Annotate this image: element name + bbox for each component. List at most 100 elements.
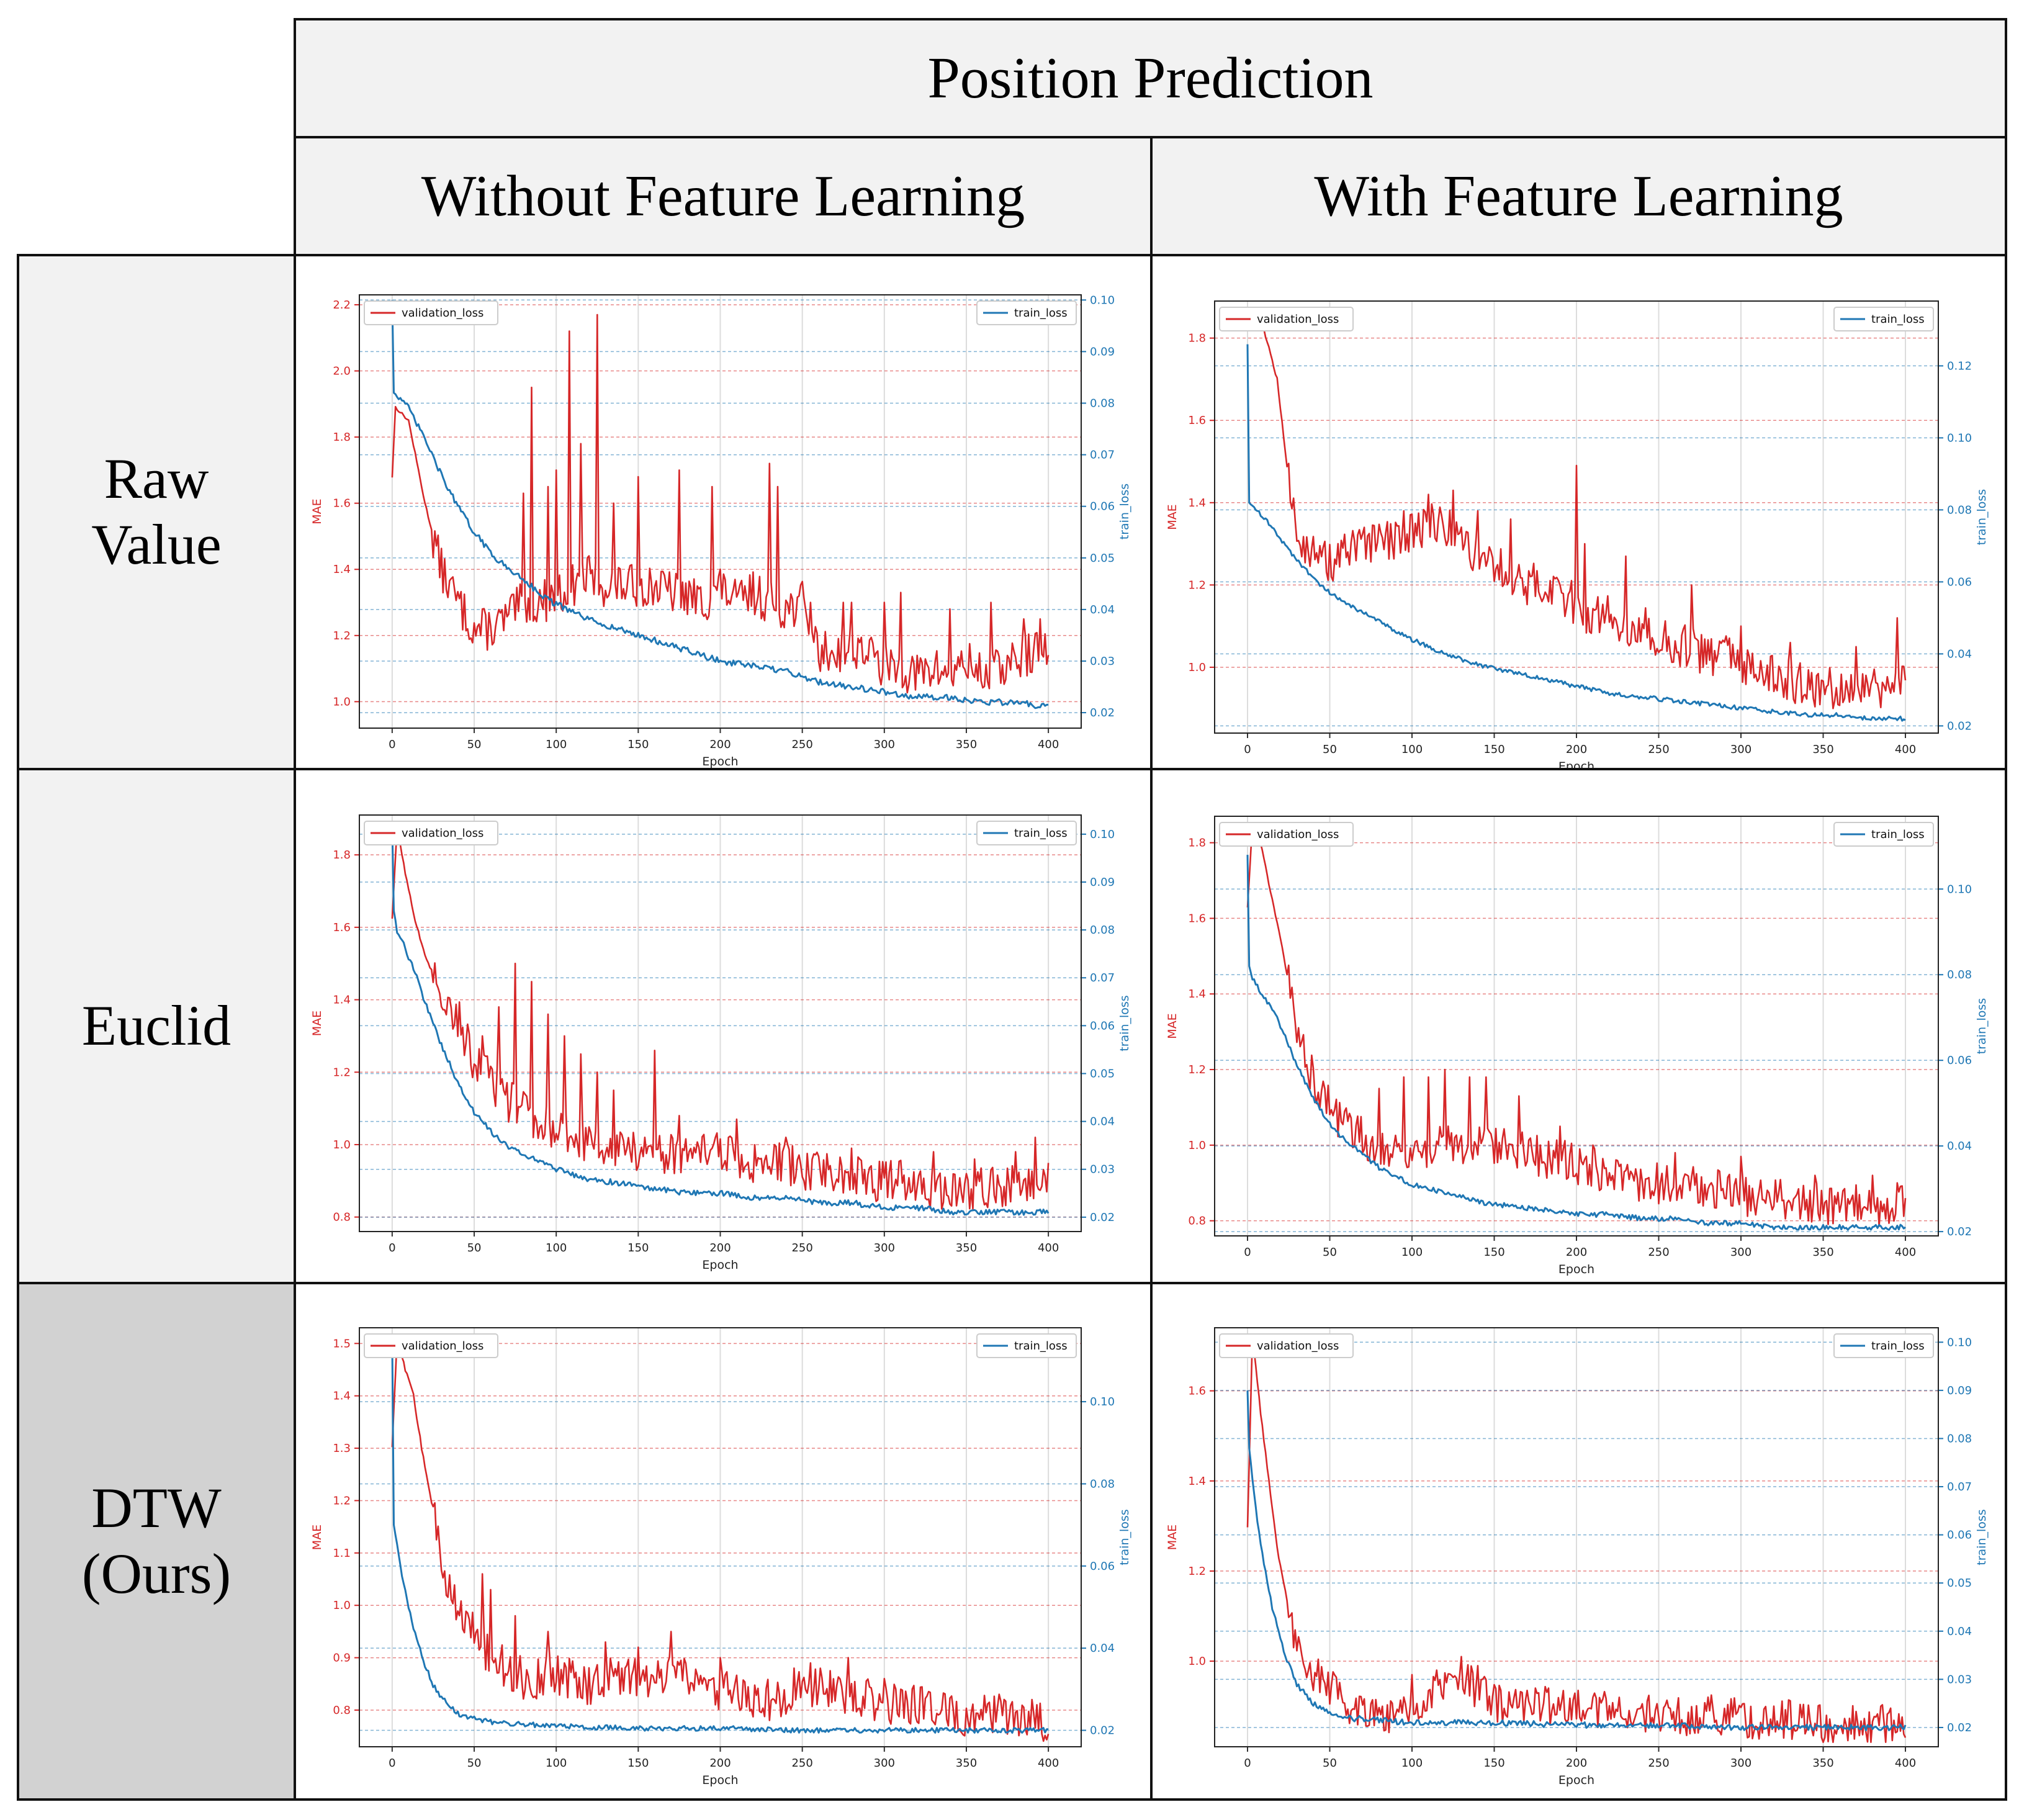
left-tick-label: 1.0 [333,1138,351,1151]
left-tick-label: 1.6 [333,497,351,510]
right-tick-label: 0.04 [1947,1625,1972,1638]
left-tick-label: 1.8 [1188,332,1206,345]
x-tick-label: 400 [1895,743,1916,756]
left-tick-label: 1.4 [1188,988,1206,1001]
validation-loss-line [391,313,1050,694]
right-tick-label: 0.02 [1090,1211,1115,1224]
right-tick-label: 0.07 [1090,449,1115,462]
x-tick-label: 0 [389,1241,395,1255]
plot-cell-raw-with-fl: 0 50 100 150 200 250 300 350 400 1.0 1.2 1.4 1.6 1.8 0… [1150,254,2007,773]
left-axis-label: MAE [1166,1525,1179,1550]
right-tick-label: 0.08 [1947,968,1972,981]
left-tick-label: 2.0 [333,365,351,378]
left-tick-label: 1.4 [333,563,351,576]
left-tick-label: 1.6 [333,921,351,934]
x-tick-label: 200 [709,1757,731,1770]
legend-box-train [976,821,1077,845]
x-tick-label: 400 [1895,1246,1916,1259]
x-tick-label: 250 [791,738,812,751]
validation-loss-line [1246,822,1907,1227]
x-tick-label: 100 [546,1757,567,1770]
x-axis-label: Epoch [702,755,738,768]
left-tick-label: 0.8 [333,1704,351,1717]
legend-label-validation: validation_loss [1257,1340,1339,1353]
left-axis-label: MAE [310,498,324,524]
right-tick-label: 0.08 [1090,1477,1115,1490]
left-tick-label: 1.2 [1188,1565,1206,1578]
plot-frame [359,294,1082,729]
row-header-line: Value [91,513,222,576]
row-header-raw-value: Raw Value [17,254,296,770]
plot-cell-raw-without-fl: 0 50 100 150 200 250 300 350 400 1.0 1.2 1.4 1.6 1.8 2… [294,254,1153,770]
x-tick-label: 400 [1895,1757,1916,1770]
x-tick-label: 200 [709,738,731,751]
left-tick-label: 1.8 [333,431,351,444]
right-tick-label: 0.10 [1090,294,1115,307]
right-tick-label: 0.04 [1947,1140,1972,1153]
column-header-with-fl: With Feature Learning [1150,136,2007,256]
right-tick-label: 0.06 [1947,575,1972,588]
train-loss-line [391,1340,1049,1734]
right-axis-label: train_loss [1975,489,1989,545]
right-tick-label: 0.06 [1090,500,1115,513]
title-text: Position Prediction [927,46,1374,110]
x-tick-label: 0 [1244,1246,1251,1259]
left-tick-label: 1.6 [1188,414,1206,427]
left-axis-label: MAE [310,1011,324,1036]
legend-label-train: train_loss [1871,828,1925,841]
left-tick-label: 1.4 [1188,497,1206,510]
legend-box-validation [1219,307,1354,331]
right-tick-label: 0.02 [1947,1721,1972,1734]
row-header-line: Euclid [81,994,232,1058]
left-tick-label: 1.4 [333,994,351,1007]
left-tick-label: 1.0 [1188,1139,1206,1152]
left-tick-label: 1.2 [333,1494,351,1507]
chart-raw-without-fl: 0 50 100 150 200 250 300 350 400 1.0 1.2 1.4 1.6 1.8 2… [310,294,1131,768]
right-axis-label: train_loss [1118,1509,1131,1565]
x-tick-label: 200 [1566,1246,1587,1259]
legend-box-train [1833,822,1934,847]
legend-box-train [976,1333,1077,1358]
left-tick-label: 1.3 [333,1442,351,1455]
left-tick-label: 0.8 [1188,1215,1206,1228]
right-tick-label: 0.02 [1090,1724,1115,1737]
right-tick-label: 0.08 [1090,924,1115,937]
right-tick-label: 0.06 [1090,1560,1115,1573]
right-tick-label: 0.04 [1090,603,1115,616]
x-tick-label: 150 [627,1757,649,1770]
legend-label-train: train_loss [1014,1340,1068,1353]
row-header-line: DTW [91,1476,222,1540]
right-tick-label: 0.03 [1947,1673,1972,1686]
right-tick-label: 0.08 [1947,1432,1972,1445]
right-tick-label: 0.06 [1090,1019,1115,1032]
left-tick-label: 1.4 [333,1390,351,1403]
right-tick-label: 0.10 [1090,828,1115,841]
legend-label-train: train_loss [1871,313,1925,326]
x-tick-label: 350 [1812,1246,1833,1259]
right-tick-label: 0.10 [1947,1336,1972,1349]
x-tick-label: 250 [791,1757,812,1770]
right-tick-label: 0.09 [1090,345,1115,358]
x-tick-label: 250 [1648,743,1669,756]
x-tick-label: 400 [1038,1241,1059,1255]
x-tick-label: 200 [1566,743,1587,756]
right-tick-label: 0.10 [1090,1395,1115,1408]
x-tick-label: 200 [1566,1757,1587,1770]
x-tick-label: 100 [1401,1246,1423,1259]
right-tick-label: 0.02 [1947,719,1972,732]
column-header-text: With Feature Learning [1314,164,1843,228]
right-tick-label: 0.06 [1947,1529,1972,1542]
validation-loss-line [391,825,1050,1210]
right-tick-label: 0.09 [1090,876,1115,889]
row-header-dtw: DTW (Ours) [17,1282,296,1801]
legend-label-validation: validation_loss [402,827,483,840]
left-tick-label: 1.8 [1188,837,1206,850]
train-loss-line [1246,344,1906,722]
right-tick-label: 0.04 [1090,1115,1115,1128]
x-tick-label: 150 [627,738,649,751]
train-loss-line [391,824,1050,1216]
column-header-text: Without Feature Learning [421,164,1025,228]
x-axis-label: Epoch [1558,1773,1594,1787]
plot-cell-dtw-with-fl: 0 50 100 150 200 250 300 350 400 1.0 1.2 1.4 1.6 0.02… [1150,1282,2007,1801]
left-tick-label: 1.5 [333,1337,351,1350]
